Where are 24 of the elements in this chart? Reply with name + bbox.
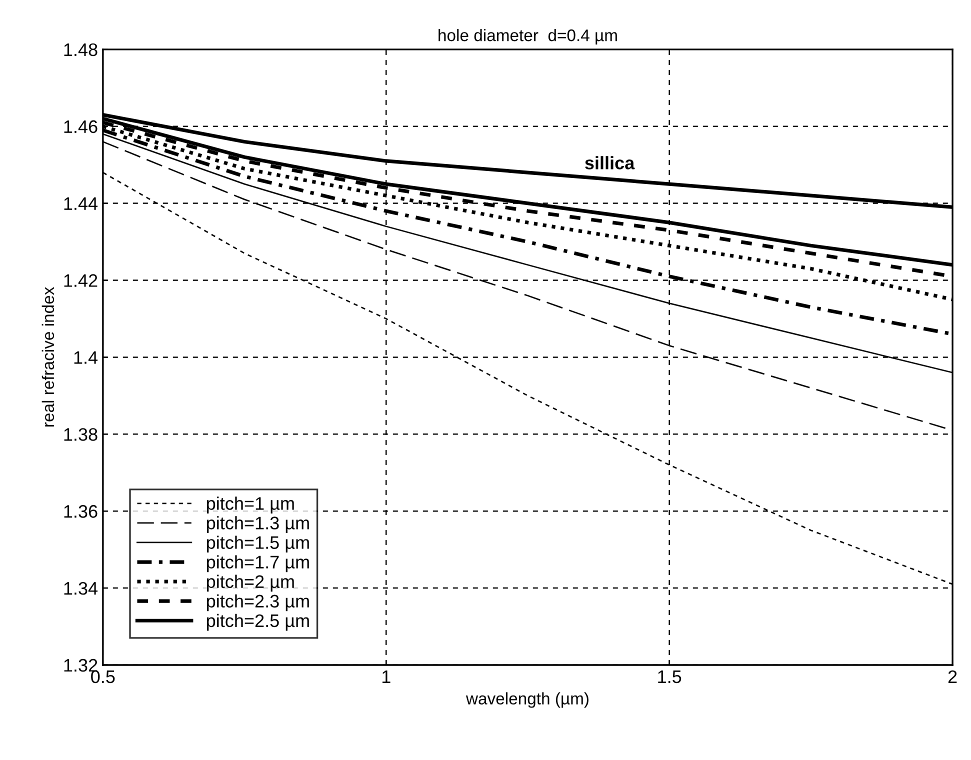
legend-label: pitch=1.5 µm: [207, 536, 309, 553]
legend-label: pitch=2.3 µm: [207, 594, 309, 612]
x-tick-label: 1: [382, 670, 390, 683]
legend-label: pitch=1.3 µm: [207, 516, 309, 533]
legend-label: pitch=1 µm: [207, 496, 294, 514]
y-tick-label: 1.38: [64, 428, 98, 441]
y-tick-label: 1.34: [64, 582, 98, 595]
y-tick-label: 1.42: [64, 274, 98, 287]
x-tick-label: 1.5: [658, 670, 682, 684]
y-tick-label: 1.32: [64, 658, 98, 672]
x-tick-label: 0.5: [91, 670, 115, 684]
x-tick-label: 2: [948, 670, 957, 683]
legend-label: pitch=1.7 µm: [207, 555, 309, 572]
y-axis-title: real refracive index: [42, 286, 54, 426]
y-tick-label: 1.46: [64, 120, 98, 134]
y-tick-label: 1.4: [74, 351, 98, 364]
annotation: sillica: [585, 156, 635, 170]
legend-label: pitch=2 µm: [207, 574, 294, 592]
y-tick-label: 1.36: [64, 505, 98, 518]
y-tick-label: 1.48: [64, 43, 98, 56]
chart-title: hole diameter d=0.4 µm: [438, 28, 617, 45]
y-tick-label: 1.44: [64, 197, 98, 210]
x-axis-title: wavelength (µm): [466, 692, 588, 708]
legend-label: pitch=2.5 µm: [207, 614, 309, 631]
